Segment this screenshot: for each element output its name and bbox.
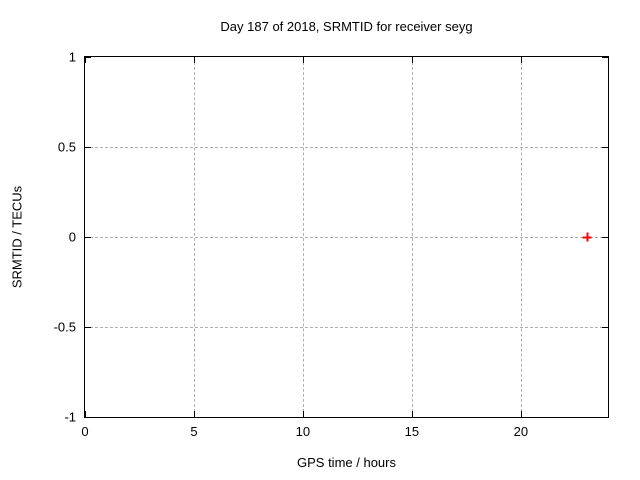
data-point-marker xyxy=(582,232,592,242)
y-tick-mark xyxy=(602,327,608,328)
x-tick-label: 20 xyxy=(513,424,529,439)
x-tick-label: 15 xyxy=(404,424,420,439)
x-axis-label: GPS time / hours xyxy=(297,455,396,470)
x-tick-mark xyxy=(193,411,195,417)
x-tick-mark xyxy=(520,411,522,417)
y-gridline xyxy=(85,237,608,238)
y-tick-label: 1 xyxy=(68,49,76,65)
y-gridline xyxy=(85,147,608,148)
y-tick-mark xyxy=(602,147,608,148)
y-tick-mark xyxy=(602,57,608,58)
x-tick-mark xyxy=(411,411,413,417)
x-tick-mark xyxy=(85,57,86,63)
y-tick-mark xyxy=(85,57,91,58)
x-tick-mark xyxy=(302,57,304,63)
y-tick-label: -1 xyxy=(64,409,76,425)
y-tick-label: -0.5 xyxy=(53,319,76,335)
y-tick-mark xyxy=(602,237,608,238)
y-tick-mark xyxy=(85,417,91,418)
y-tick-label: 0.5 xyxy=(57,139,76,155)
x-tick-mark xyxy=(85,411,86,417)
x-tick-mark xyxy=(411,57,413,63)
plot-area: 0 5 10 15 20 -1 -0.5 0 0.5 1 xyxy=(54,50,609,439)
x-tick-mark xyxy=(520,57,522,63)
x-tick-mark xyxy=(302,411,304,417)
x-tick-mark xyxy=(193,57,195,63)
y-tick-label: 0 xyxy=(68,229,76,245)
y-tick-mark xyxy=(85,237,91,238)
y-tick-mark xyxy=(602,417,608,418)
y-tick-mark xyxy=(85,327,91,328)
y-gridline xyxy=(85,327,608,328)
y-axis-label: SRMTID / TECUs xyxy=(9,185,25,289)
x-tick-label: 10 xyxy=(295,424,311,439)
x-tick-label: 0 xyxy=(81,424,89,439)
y-tick-mark xyxy=(85,147,91,148)
x-tick-label: 5 xyxy=(190,424,198,439)
chart-title: Day 187 of 2018, SRMTID for receiver sey… xyxy=(220,19,473,34)
